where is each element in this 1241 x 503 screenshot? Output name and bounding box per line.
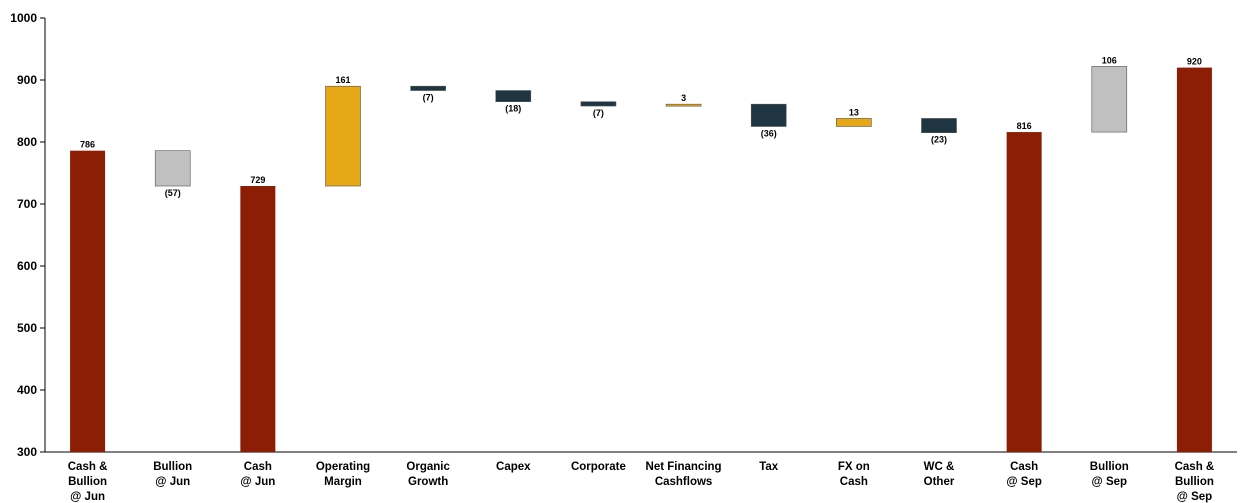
category-label: Corporate bbox=[571, 461, 626, 473]
y-tick-label: 600 bbox=[17, 259, 37, 273]
bar-total bbox=[70, 151, 105, 452]
category-label: Capex bbox=[496, 461, 531, 473]
bar-bullion bbox=[1092, 66, 1127, 132]
data-label: (7) bbox=[423, 93, 434, 103]
y-tick-label: 1000 bbox=[10, 11, 37, 25]
data-label: 106 bbox=[1102, 55, 1117, 65]
data-label: 786 bbox=[80, 140, 95, 150]
data-label: 13 bbox=[849, 107, 859, 117]
category-label: Bullion bbox=[153, 461, 192, 473]
category-label: Other bbox=[924, 476, 955, 488]
y-tick-label: 500 bbox=[17, 321, 37, 335]
category-label: @ Jun bbox=[155, 476, 190, 488]
bar-decrease bbox=[411, 86, 446, 90]
data-label: (36) bbox=[761, 129, 777, 139]
category-label: Operating bbox=[316, 461, 370, 473]
y-tick-label: 400 bbox=[17, 383, 37, 397]
x-axis: Cash & Bullion @ Jun Bullion @ Jun Cash @ Jun O… bbox=[68, 461, 1214, 503]
bar-decrease bbox=[581, 102, 616, 106]
data-label: (57) bbox=[165, 188, 181, 198]
category-label: @ Sep bbox=[1177, 491, 1213, 503]
data-label: (7) bbox=[593, 108, 604, 118]
y-axis: 300 400 500 600 700 800 900 1000 bbox=[10, 11, 1237, 459]
bar-total bbox=[1177, 68, 1212, 452]
data-label: 920 bbox=[1187, 57, 1202, 67]
data-label: 161 bbox=[335, 75, 350, 85]
category-label: Cash bbox=[840, 476, 868, 488]
category-label: Cash & bbox=[68, 461, 108, 473]
category-label: Net Financing bbox=[646, 461, 722, 473]
category-label: Bullion bbox=[68, 476, 107, 488]
data-label: (23) bbox=[931, 135, 947, 145]
category-label: @ Sep bbox=[1006, 476, 1042, 488]
category-label: Margin bbox=[324, 476, 362, 488]
bar-decrease bbox=[496, 91, 531, 102]
bar-decrease bbox=[751, 104, 786, 126]
category-label: Bullion bbox=[1090, 461, 1129, 473]
category-label: Cashflows bbox=[655, 476, 713, 488]
category-label: Cash & bbox=[1175, 461, 1215, 473]
y-tick-label: 300 bbox=[17, 445, 37, 459]
data-label: 816 bbox=[1017, 121, 1032, 131]
category-label: Tax bbox=[759, 461, 779, 473]
category-label: WC & bbox=[924, 461, 955, 473]
bar-decrease bbox=[922, 118, 957, 132]
bar-increase bbox=[666, 104, 701, 106]
category-label: @ Jun bbox=[70, 491, 105, 503]
bar-increase bbox=[836, 118, 871, 126]
category-label: Cash bbox=[1010, 461, 1038, 473]
category-label: @ Sep bbox=[1092, 476, 1128, 488]
category-label: FX on bbox=[838, 461, 870, 473]
category-label: Bullion bbox=[1175, 476, 1214, 488]
data-label: (18) bbox=[505, 104, 521, 114]
y-tick-label: 800 bbox=[17, 135, 37, 149]
bar-increase bbox=[326, 86, 361, 186]
category-label: @ Jun bbox=[240, 476, 275, 488]
bar-total bbox=[1007, 132, 1042, 452]
category-label: Organic bbox=[406, 461, 450, 473]
category-label: Cash bbox=[244, 461, 272, 473]
y-tick-label: 700 bbox=[17, 197, 37, 211]
y-tick-label: 900 bbox=[17, 73, 37, 87]
data-label: 3 bbox=[681, 93, 686, 103]
bar-bullion bbox=[155, 151, 190, 186]
data-label: 729 bbox=[250, 175, 265, 185]
bar-total bbox=[240, 186, 275, 452]
bars bbox=[70, 66, 1212, 452]
category-label: Growth bbox=[408, 476, 448, 488]
